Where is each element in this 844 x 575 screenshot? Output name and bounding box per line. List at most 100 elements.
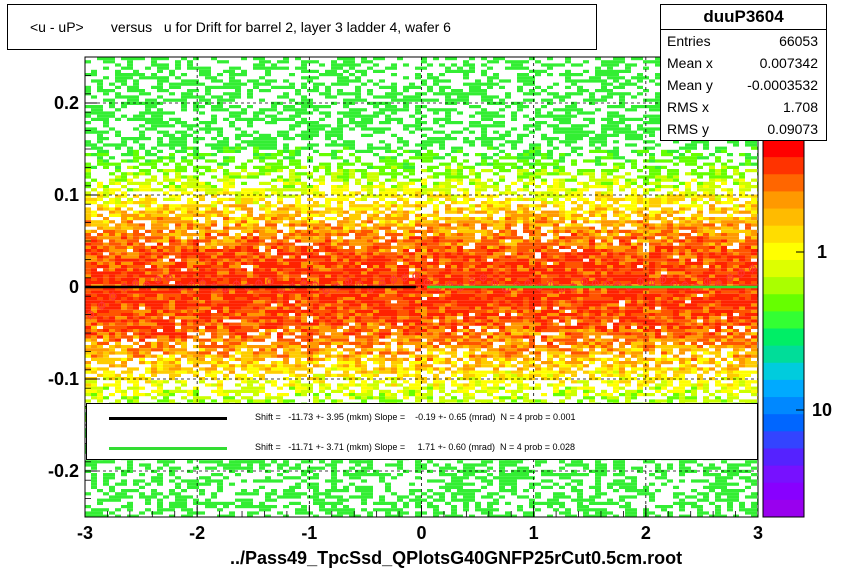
heatmap-cell [301,297,307,301]
heatmap-cell [115,249,121,253]
heatmap-cell [175,233,181,237]
heatmap-cell [139,233,145,237]
heatmap-cell [301,229,307,233]
heatmap-cell [145,297,151,301]
heatmap-cell [163,303,169,307]
heatmap-cell [349,319,355,323]
heatmap-cell [367,233,373,237]
heatmap-cell [193,108,199,112]
heatmap-cell [349,393,355,397]
heatmap-cell [265,313,271,317]
heatmap-cell [355,210,361,214]
heatmap-cell [385,85,391,89]
heatmap-cell [163,393,169,397]
heatmap-cell [295,220,301,224]
heatmap-cell [385,514,391,517]
heatmap-cell [121,79,127,83]
heatmap-cell [355,191,361,195]
heatmap-cell [301,265,307,269]
heatmap-cell [145,162,151,166]
heatmap-cell [265,89,271,93]
heatmap-cell [91,245,97,249]
heatmap-cell [115,76,121,80]
heatmap-cell [97,332,103,336]
heatmap-cell [157,501,163,505]
heatmap-cell [265,210,271,214]
heatmap-cell [301,204,307,208]
heatmap-cell [163,271,169,275]
heatmap-cell [367,348,373,352]
heatmap-cell [109,265,115,269]
heatmap-cell [223,281,229,285]
heatmap-cell [205,73,211,77]
heatmap-cell [163,178,169,182]
heatmap-cell [313,277,319,281]
heatmap-cell [121,114,127,118]
heatmap-cell [295,255,301,259]
heatmap-cell [355,265,361,269]
heatmap-cell [319,223,325,227]
heatmap-cell [91,389,97,393]
heatmap-cell [193,309,199,313]
heatmap-cell [91,354,97,358]
heatmap-cell [223,274,229,278]
heatmap-cell [247,105,253,109]
heatmap-cell [355,207,361,211]
heatmap-cell [307,476,313,480]
heatmap-cell [199,316,205,320]
heatmap-cell [391,204,397,208]
heatmap-cell [283,293,289,297]
heatmap-cell [301,354,307,358]
heatmap-cell [337,265,343,269]
heatmap-cell [187,287,193,291]
heatmap-cell [121,153,127,157]
heatmap-cell [403,300,409,304]
heatmap-cell [367,121,373,125]
heatmap-cell [361,361,367,365]
heatmap-cell [307,277,313,281]
heatmap-cell [301,460,307,464]
heatmap-cell [367,236,373,240]
heatmap-cell [133,271,139,275]
heatmap-cell [187,297,193,301]
heatmap-cell [109,293,115,297]
heatmap-cell [175,188,181,192]
heatmap-cell [169,98,175,102]
heatmap-cell [289,268,295,272]
heatmap-cell [247,396,253,400]
heatmap-cell [85,220,91,224]
heatmap-cell [211,322,217,326]
heatmap-cell [325,242,331,246]
heatmap-cell [193,137,199,141]
heatmap-cell [319,373,325,377]
heatmap-cell [253,351,259,355]
heatmap-cell [181,370,187,374]
heatmap-cell [247,249,253,253]
heatmap-cell [85,364,91,368]
heatmap-cell [253,380,259,384]
heatmap-cell [169,348,175,352]
heatmap-cell [289,175,295,179]
heatmap-cell [385,114,391,118]
heatmap-cell [235,348,241,352]
heatmap-cell [355,485,361,489]
heatmap-cell [241,489,247,493]
heatmap-cell [85,281,91,285]
heatmap-cell [343,268,349,272]
heatmap-cell [247,172,253,176]
heatmap-cell [367,514,373,517]
heatmap-cell [253,309,259,313]
heatmap-cell [295,159,301,163]
heatmap-cell [319,338,325,342]
heatmap-cell [325,370,331,374]
heatmap-cell [235,258,241,262]
heatmap-cell [313,498,319,502]
heatmap-cell [121,396,127,400]
heatmap-cell [235,249,241,253]
heatmap-cell [325,162,331,166]
heatmap-cell [385,233,391,237]
heatmap-cell [349,242,355,246]
heatmap-cell [373,95,379,99]
heatmap-cell [277,165,283,169]
heatmap-cell [403,325,409,329]
